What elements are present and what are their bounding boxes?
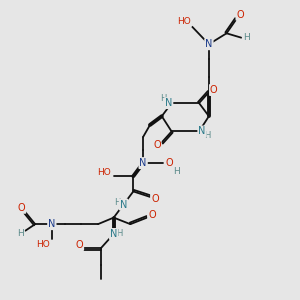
Text: O: O xyxy=(148,210,156,220)
Text: O: O xyxy=(210,85,218,95)
Text: N: N xyxy=(198,127,206,136)
Text: O: O xyxy=(76,240,83,250)
Text: N: N xyxy=(165,98,172,108)
Text: H: H xyxy=(17,230,24,238)
Text: HO: HO xyxy=(36,240,50,249)
Text: HO: HO xyxy=(178,17,191,26)
Text: HO: HO xyxy=(97,168,111,177)
Text: O: O xyxy=(18,203,25,213)
Text: H: H xyxy=(204,131,210,140)
Text: N: N xyxy=(110,229,117,239)
Text: N: N xyxy=(120,200,127,209)
Text: H: H xyxy=(173,167,180,176)
Text: N: N xyxy=(205,39,213,49)
Text: H: H xyxy=(160,94,167,103)
Text: O: O xyxy=(153,140,161,149)
Text: N: N xyxy=(48,219,56,229)
Text: H: H xyxy=(116,230,123,238)
Text: O: O xyxy=(236,10,244,20)
Text: H: H xyxy=(243,33,250,42)
Text: N: N xyxy=(140,158,147,168)
Text: O: O xyxy=(151,194,159,204)
Text: H: H xyxy=(114,198,121,207)
Text: O: O xyxy=(166,158,173,168)
